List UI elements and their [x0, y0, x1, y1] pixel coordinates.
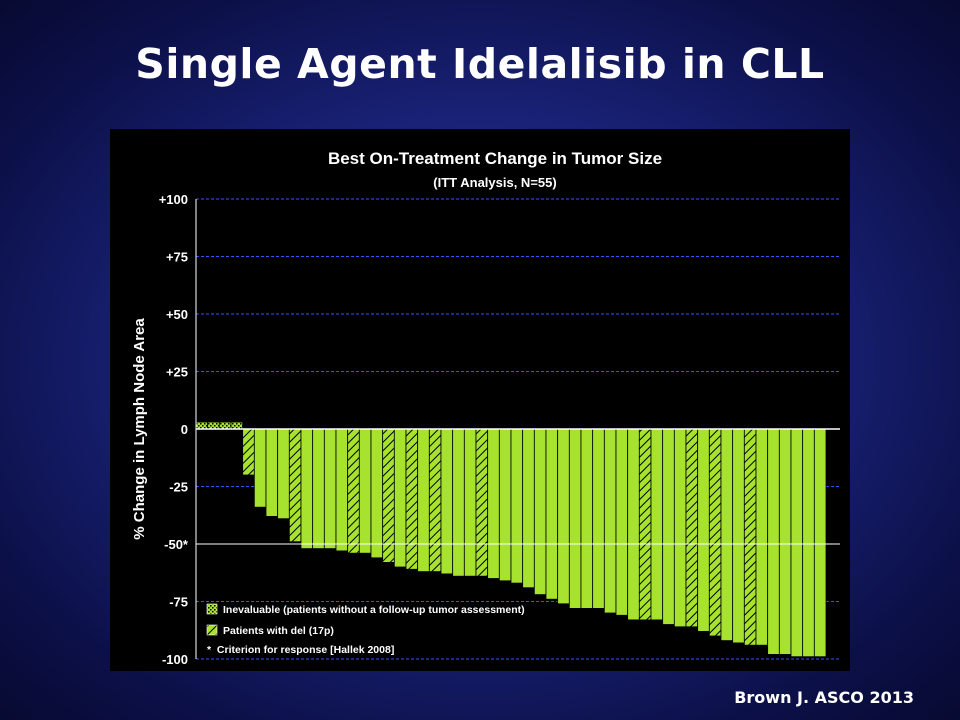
- source-credit: Brown J. ASCO 2013: [734, 688, 914, 707]
- bar: [568, 428, 582, 609]
- bar: [732, 428, 745, 644]
- y-tick-label: -50*: [164, 537, 189, 552]
- bar: [218, 421, 232, 430]
- slide-title: Single Agent Idelalisib in CLL: [135, 40, 825, 88]
- y-tick-label: +25: [166, 365, 188, 380]
- y-tick-label: +100: [159, 192, 188, 207]
- bar: [557, 428, 570, 605]
- bar: [312, 428, 325, 549]
- waterfall-chart: Best On-Treatment Change in Tumor Size (…: [131, 149, 840, 667]
- bar: [393, 428, 407, 568]
- bar: [463, 428, 477, 577]
- legend-swatch-del17p: [206, 624, 218, 636]
- bar: [545, 428, 559, 600]
- legend-footnote: * Criterion for response [Hallek 2008]: [207, 644, 394, 656]
- legend-label-del17p: Patients with del (17p): [223, 625, 334, 637]
- legend-swatch-inevaluable: [206, 603, 218, 615]
- legend: Inevaluable (patients without a follow-u…: [206, 603, 525, 656]
- y-axis-label: % Change in Lymph Node Area: [131, 318, 148, 540]
- bar: [370, 428, 384, 559]
- bar: [720, 428, 734, 642]
- bar: [347, 428, 360, 554]
- y-tick-label: +75: [166, 250, 188, 265]
- bar: [382, 428, 395, 563]
- bar: [627, 428, 640, 621]
- bar: [673, 428, 687, 628]
- bar: [323, 428, 337, 549]
- bar: [533, 428, 547, 596]
- bar: [755, 428, 769, 646]
- legend-label-inevaluable: Inevaluable (patients without a follow-u…: [223, 604, 525, 616]
- chart-subtitle: (ITT Analysis, N=55): [433, 175, 556, 190]
- bar: [697, 428, 710, 632]
- bar: [487, 428, 500, 579]
- bar: [265, 428, 279, 517]
- axes: [195, 199, 840, 659]
- bar: [242, 428, 255, 476]
- y-tick-labels: +100 +75 +50 +25 0 -25 -50* -75 -100: [159, 192, 189, 667]
- bar: [522, 428, 535, 589]
- bar: [405, 428, 419, 570]
- bar: [428, 428, 442, 573]
- y-tick-label: +50: [166, 307, 188, 322]
- bar: [358, 428, 372, 554]
- chart-panel: Best On-Treatment Change in Tumor Size (…: [110, 129, 850, 671]
- bar: [195, 421, 209, 430]
- y-tick-label: -100: [162, 652, 188, 667]
- bar: [767, 428, 780, 655]
- bar: [650, 428, 664, 621]
- bar: [743, 428, 757, 646]
- chart-title: Best On-Treatment Change in Tumor Size: [328, 149, 662, 168]
- bar: [580, 428, 594, 609]
- bar: [417, 428, 430, 573]
- bar: [592, 428, 605, 609]
- y-tick-label: 0: [181, 422, 188, 437]
- bar: [708, 428, 722, 637]
- bar: [615, 428, 629, 616]
- bar: [813, 428, 827, 658]
- bar: [207, 421, 220, 430]
- bar: [603, 428, 617, 614]
- bar: [510, 428, 524, 584]
- bar: [662, 428, 675, 625]
- bar: [638, 428, 652, 621]
- bar: [230, 421, 244, 430]
- bar: [300, 428, 314, 549]
- bar: [335, 428, 349, 552]
- bar: [790, 428, 804, 658]
- y-tick-label: -75: [169, 595, 188, 610]
- y-tick-label: -25: [169, 480, 188, 495]
- bar: [253, 428, 267, 508]
- bar: [440, 428, 454, 575]
- bar: [778, 428, 792, 655]
- bar: [685, 428, 699, 628]
- bar: [452, 428, 465, 577]
- bar: [277, 428, 290, 520]
- bar: [498, 428, 512, 582]
- bar: [288, 428, 302, 543]
- bars: [195, 421, 827, 658]
- bar: [475, 428, 489, 577]
- bar: [802, 428, 815, 658]
